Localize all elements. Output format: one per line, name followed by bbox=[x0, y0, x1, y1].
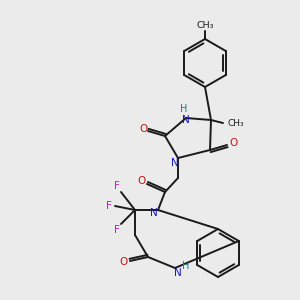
Text: H: H bbox=[180, 104, 188, 114]
Text: N: N bbox=[171, 158, 179, 168]
Text: F: F bbox=[106, 201, 112, 211]
Text: CH₃: CH₃ bbox=[227, 119, 244, 128]
Text: CH₃: CH₃ bbox=[196, 22, 214, 31]
Text: N: N bbox=[150, 208, 158, 218]
Text: H: H bbox=[182, 261, 190, 271]
Text: O: O bbox=[120, 257, 128, 267]
Text: O: O bbox=[138, 176, 146, 186]
Text: F: F bbox=[114, 225, 120, 235]
Text: N: N bbox=[182, 115, 190, 125]
Text: F: F bbox=[114, 181, 120, 191]
Text: O: O bbox=[229, 138, 237, 148]
Text: O: O bbox=[139, 124, 147, 134]
Text: N: N bbox=[174, 268, 182, 278]
